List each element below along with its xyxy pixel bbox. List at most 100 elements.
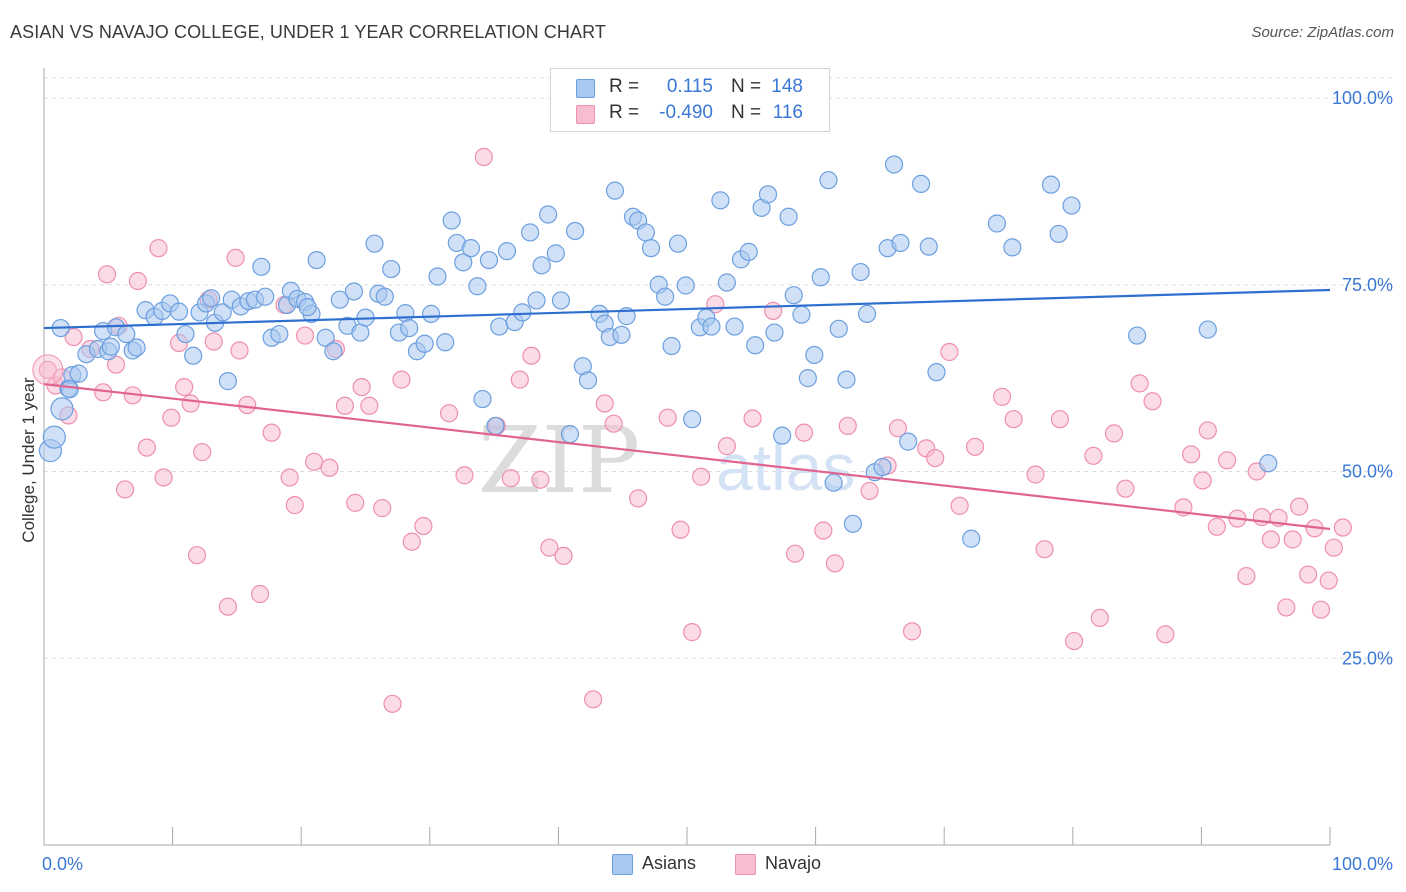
- data-point: [1127, 326, 1147, 345]
- data-point: [829, 319, 848, 338]
- data-point: [819, 171, 838, 190]
- data-point: [213, 303, 232, 322]
- data-point: [873, 457, 892, 477]
- data-point: [919, 237, 938, 256]
- data-point: [42, 425, 66, 449]
- data-point: [1104, 424, 1124, 443]
- data-point: [531, 470, 550, 489]
- data-point: [316, 328, 335, 347]
- data-point: [60, 380, 79, 399]
- data-point: [137, 438, 156, 457]
- data-point: [97, 265, 117, 284]
- data-point: [320, 458, 339, 477]
- data-point: [1003, 238, 1022, 257]
- data-point: [825, 554, 844, 573]
- data-point: [280, 468, 299, 487]
- y-tick-label: 25.0%: [1342, 648, 1393, 668]
- chart-title: ASIAN VS NAVAJO COLLEGE, UNDER 1 YEAR CO…: [10, 22, 606, 42]
- data-point: [1237, 566, 1256, 586]
- data-point: [792, 305, 811, 324]
- data-point: [1261, 530, 1280, 549]
- data-point: [383, 694, 402, 713]
- data-point: [860, 481, 879, 501]
- data-point: [352, 377, 371, 397]
- data-point: [513, 303, 532, 322]
- data-point: [226, 248, 245, 267]
- data-point: [396, 304, 415, 323]
- data-point: [474, 147, 493, 167]
- data-point: [629, 489, 648, 508]
- data-point: [184, 346, 203, 365]
- data-point: [1084, 446, 1103, 465]
- data-point: [725, 317, 744, 336]
- legend-label-navajo: Navajo: [765, 853, 822, 873]
- y-tick-label: 50.0%: [1342, 462, 1393, 482]
- data-point: [683, 410, 702, 429]
- data-point: [415, 334, 434, 353]
- data-point: [230, 341, 249, 360]
- data-point: [584, 690, 603, 709]
- data-point: [335, 396, 355, 415]
- data-point: [1143, 392, 1162, 411]
- data-point: [578, 371, 598, 390]
- trend-line-asians: [43, 288, 1331, 330]
- data-point: [717, 273, 736, 292]
- data-point: [204, 332, 223, 351]
- data-point: [187, 546, 207, 565]
- data-point: [739, 242, 758, 261]
- data-point: [1324, 538, 1343, 557]
- data-point: [373, 499, 392, 518]
- data-point: [1026, 465, 1045, 484]
- data-point: [176, 324, 195, 344]
- data-point: [794, 423, 814, 442]
- legend-swatch-navajo: [735, 854, 756, 875]
- grid-lines: [44, 77, 1392, 659]
- data-point: [238, 395, 257, 415]
- legend-n-label: N =: [731, 102, 762, 123]
- data-point: [298, 298, 317, 317]
- data-point: [605, 181, 625, 200]
- data-point: [101, 337, 120, 356]
- data-point: [711, 191, 730, 210]
- data-point: [551, 291, 571, 310]
- data-point: [746, 336, 765, 355]
- data-point: [717, 437, 736, 456]
- data-point: [501, 469, 520, 488]
- trend-lines: [43, 288, 1331, 531]
- data-point: [837, 370, 856, 389]
- data-point: [1035, 540, 1054, 559]
- data-point: [539, 205, 558, 224]
- data-point: [779, 207, 798, 226]
- data-point: [1062, 196, 1081, 215]
- data-point: [252, 257, 271, 276]
- data-point: [962, 529, 981, 548]
- data-point: [486, 416, 505, 436]
- data-point: [330, 290, 349, 309]
- data-point: [414, 516, 433, 536]
- legend-swatch-asians: [576, 79, 595, 98]
- data-point: [510, 370, 529, 389]
- legend-r-label: R =: [609, 102, 640, 123]
- data-point: [115, 480, 135, 499]
- data-point: [1290, 497, 1309, 516]
- data-point: [270, 324, 289, 344]
- data-point: [1182, 445, 1201, 464]
- data-point: [1064, 631, 1084, 651]
- legend-row-asians: R = 0.115 N = 148: [551, 75, 829, 101]
- data-point: [307, 250, 326, 270]
- data-point: [595, 394, 614, 413]
- data-point: [149, 239, 168, 258]
- data-point: [344, 282, 364, 301]
- legend-n-value: 148: [771, 76, 803, 97]
- data-point: [805, 345, 824, 365]
- data-point: [1130, 374, 1149, 393]
- data-point: [743, 409, 762, 428]
- data-point: [295, 326, 315, 345]
- data-point: [926, 448, 945, 468]
- navajo-points: [32, 147, 1352, 713]
- legend-r-label: R =: [609, 76, 640, 97]
- data-point: [1193, 471, 1212, 490]
- y-axis-label: College, Under 1 year: [19, 377, 38, 543]
- data-point: [1090, 608, 1109, 628]
- data-point: [851, 262, 870, 282]
